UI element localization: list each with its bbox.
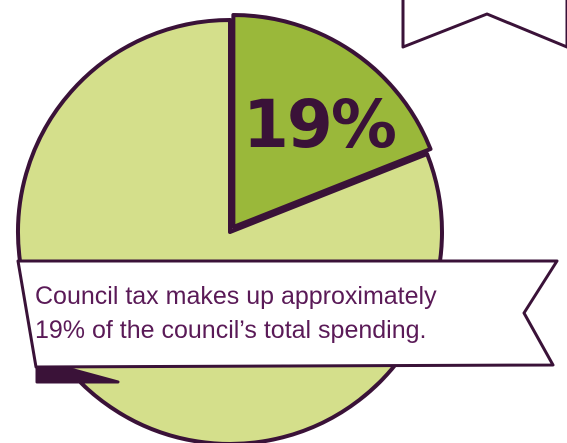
caption-line-2: 19% of the council’s total spending. (35, 316, 426, 344)
speech-bubble-shape (401, 0, 567, 49)
pie-slice-council-tax (231, 13, 433, 230)
slice-value-label: 19% (243, 86, 396, 163)
caption-line-1: Council tax makes up approximately (35, 282, 437, 310)
caption-banner (16, 259, 559, 369)
